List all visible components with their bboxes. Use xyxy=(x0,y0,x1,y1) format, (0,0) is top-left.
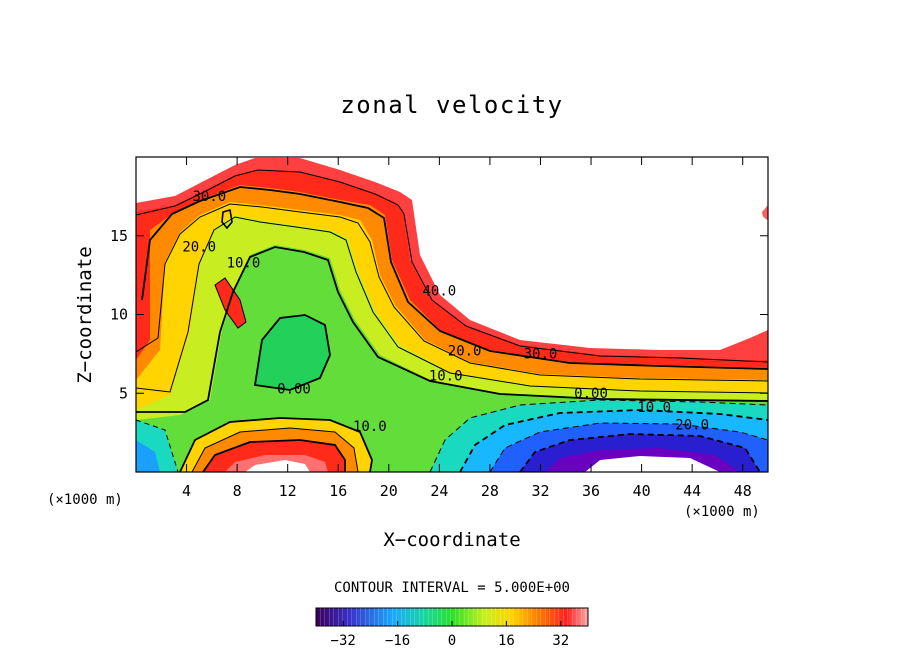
region-hotspot-white xyxy=(245,460,310,472)
contour-line-neg20 xyxy=(519,433,761,472)
colorbar-tick-label: −32 xyxy=(331,633,356,649)
y-axis-title: Z−coordinate xyxy=(74,246,96,383)
x-tick-label: 8 xyxy=(233,482,242,500)
contour-line-40 xyxy=(136,169,768,363)
colorbar-tick-label: 16 xyxy=(498,633,515,649)
x-axis-title: X−coordinate xyxy=(383,529,520,551)
x-tick-label: 32 xyxy=(531,482,549,500)
colorbar-tick-label: 0 xyxy=(448,633,456,649)
contour-labels: 30.020.010.040.020.0 30.010.00.00 0.0010.0… xyxy=(182,189,709,435)
region-blue-left xyxy=(136,440,160,472)
x-unit-label-right: (×1000 m) xyxy=(684,504,760,520)
chart-title: zonal velocity xyxy=(340,91,563,119)
colorbar-ticks: −32 −16 0 16 32 xyxy=(331,621,569,649)
contour-label: 10.0 xyxy=(353,419,387,435)
contour-label: 0.00 xyxy=(277,381,311,397)
contour-label: 30.0 xyxy=(524,347,558,363)
contour-interval-text: CONTOUR INTERVAL = 5.000E+00 xyxy=(334,580,570,596)
region-red-streak xyxy=(215,278,246,328)
contour-line-10 xyxy=(136,216,768,394)
x-tick-label: 48 xyxy=(734,482,752,500)
region-top-right-dot xyxy=(762,205,768,220)
x-tick-label: 12 xyxy=(279,482,297,500)
y-tick-label: 15 xyxy=(110,227,128,245)
contour-line-0-core xyxy=(253,314,331,391)
contour-label: 20.0 xyxy=(182,240,216,256)
contour-line-streak xyxy=(214,277,247,329)
region-green-core xyxy=(255,315,330,390)
contour-label: 20.0 xyxy=(675,417,709,433)
x-tick-label: 16 xyxy=(329,482,347,500)
contour-line-30 xyxy=(141,186,768,370)
x-tick-label: 20 xyxy=(380,482,398,500)
contour-line-hotspot-10 xyxy=(179,417,373,472)
contour-line-neg10 xyxy=(459,409,768,472)
contour-label: 30.0 xyxy=(192,189,226,205)
y-tick-label: 5 xyxy=(119,384,128,402)
contour-line-neg5 xyxy=(429,399,768,472)
contour-line-20 xyxy=(136,203,768,382)
contour-line-hotspot-20 xyxy=(191,427,359,472)
contour-line-upper-10 xyxy=(221,208,233,230)
contour-label: 0.00 xyxy=(574,386,608,402)
colorbar-bands xyxy=(316,608,588,626)
y-tick-label: 10 xyxy=(110,306,128,324)
contour-lines xyxy=(136,169,768,472)
colorbar-tick-label: 32 xyxy=(552,633,569,649)
contour-label: 10.0 xyxy=(429,369,463,385)
x-tick-label: 44 xyxy=(683,482,701,500)
x-tick-label: 4 xyxy=(182,482,191,500)
x-tick-label: 36 xyxy=(582,482,600,500)
colorbar-tick-label: −16 xyxy=(385,633,410,649)
x-tick-label: 40 xyxy=(633,482,651,500)
x-tick-label: 24 xyxy=(430,482,448,500)
contour-label: 20.0 xyxy=(448,343,482,359)
contour-line-left-neg xyxy=(136,419,179,472)
colorbar: −32 −16 0 16 32 xyxy=(315,607,589,649)
contour-line-hotspot-30 xyxy=(202,439,346,472)
contour-label: 10.0 xyxy=(637,400,671,416)
contour-line-0 xyxy=(136,246,768,413)
x-unit-label-left: (×1000 m) xyxy=(47,492,123,508)
contour-label: 40.0 xyxy=(423,284,457,300)
x-tick-label: 28 xyxy=(481,482,499,500)
contour-label: 10.0 xyxy=(227,255,261,271)
region-white-bottom-right xyxy=(585,456,720,472)
